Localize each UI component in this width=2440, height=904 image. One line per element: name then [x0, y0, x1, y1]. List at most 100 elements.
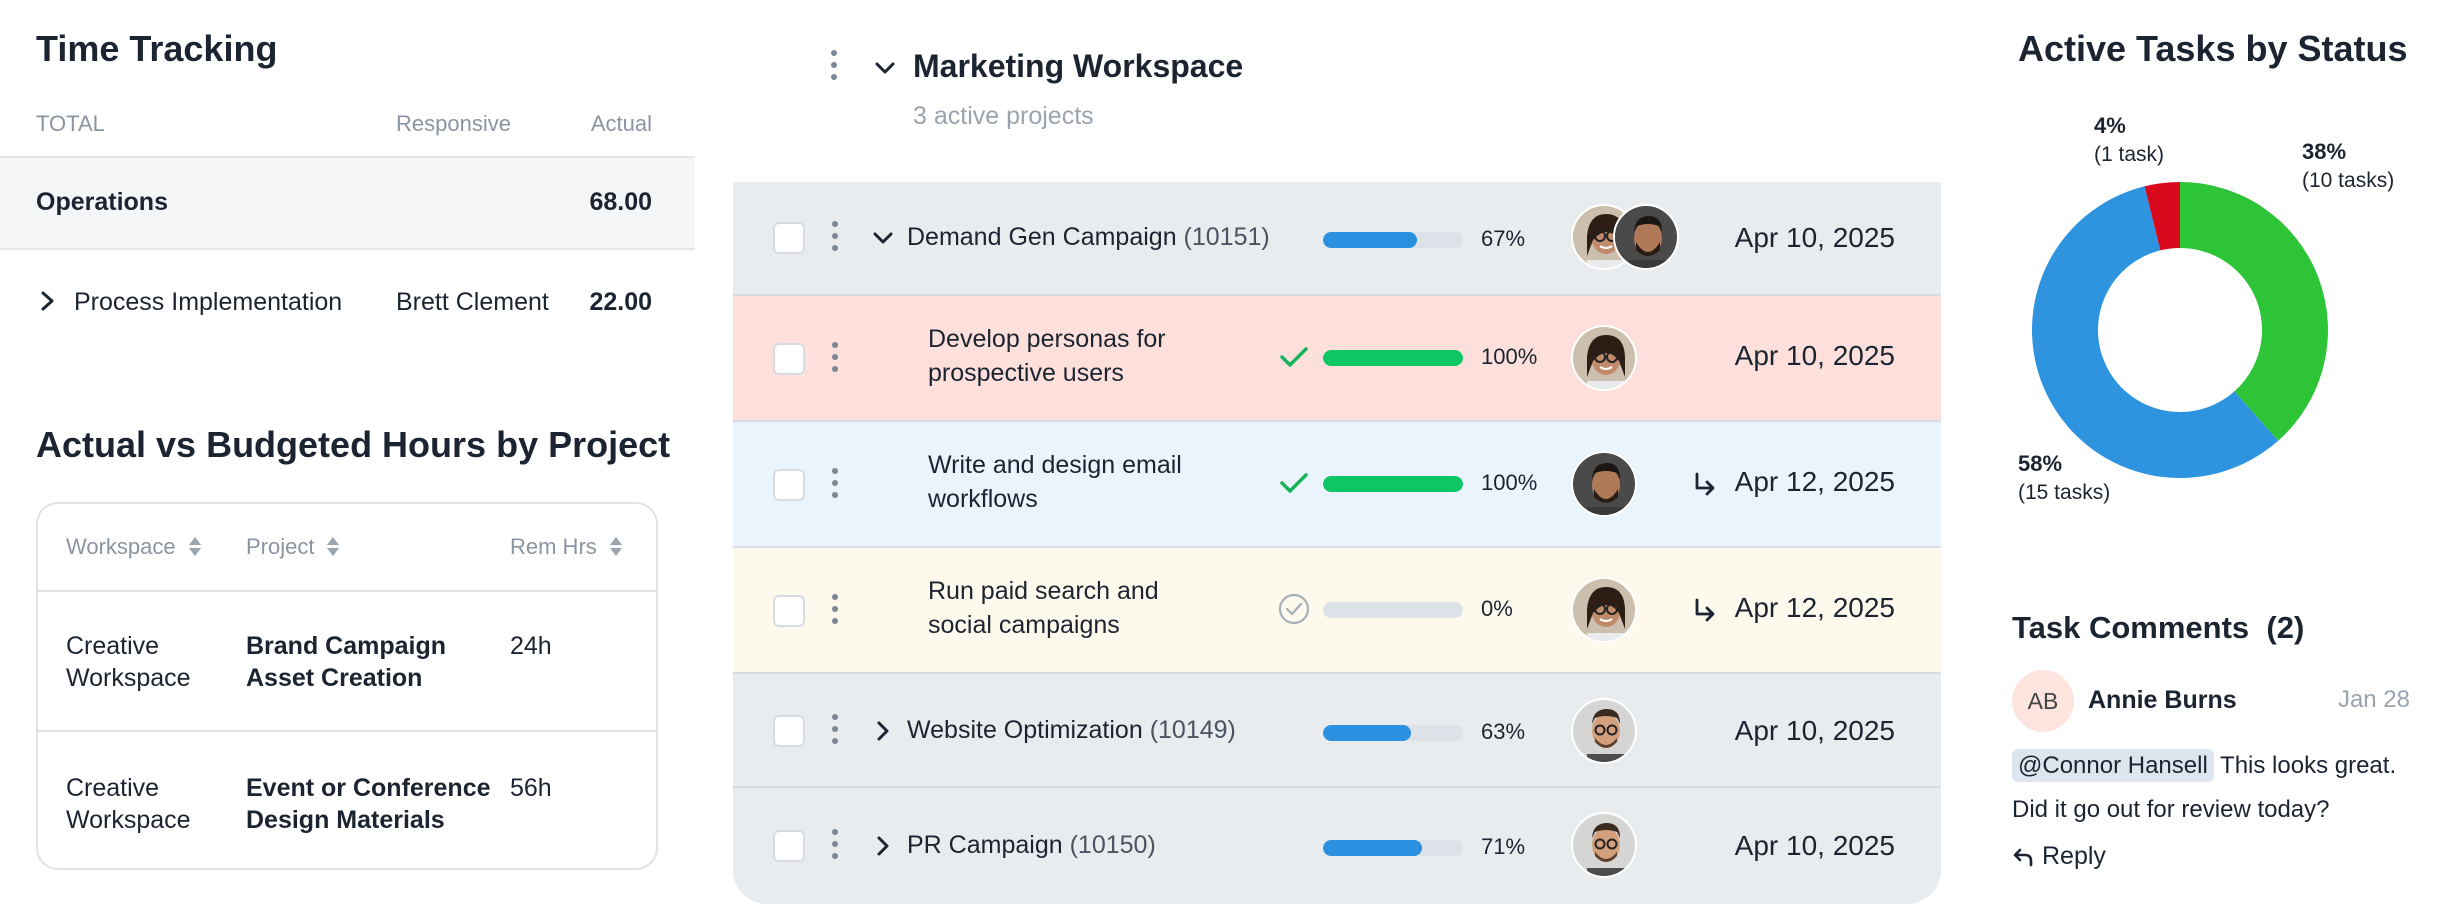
progress-bar [1323, 725, 1463, 741]
avatar[interactable] [1571, 577, 1637, 643]
row-checkbox[interactable] [773, 595, 805, 627]
sort-icon [188, 535, 202, 559]
workspace-panel: Marketing Workspace 3 active projects De… [733, 0, 1941, 904]
progress-bar [1323, 602, 1463, 618]
avatar[interactable] [1571, 812, 1637, 878]
row-more-icon[interactable] [832, 714, 838, 744]
reply-icon [2013, 848, 2033, 866]
chevron-right-icon[interactable] [36, 286, 60, 316]
col-actual-header: Actual [590, 111, 652, 136]
due-date: Apr 10, 2025 [1734, 222, 1895, 253]
avb-table: Workspace Project Rem Hrs Creative Worksp… [36, 502, 658, 870]
row-more-icon[interactable] [832, 221, 838, 251]
status-donut-chart: 4% (1 task) 38% (10 tasks) 58% (15 tasks) [1990, 110, 2440, 530]
sort-project-header[interactable]: Project [246, 534, 340, 560]
col-responsive-header: Responsive [396, 111, 511, 136]
row-more-icon[interactable] [832, 468, 838, 498]
workspace-subtitle: 3 active projects [913, 102, 1094, 130]
row-more-icon[interactable] [832, 829, 838, 859]
project-row-website-optimization[interactable]: Website Optimization (10149) 63% Apr 10,… [733, 674, 1941, 788]
project-name: PR Campaign (10150) [907, 831, 1156, 859]
check-icon [1280, 473, 1308, 493]
project-row-pr-campaign[interactable]: PR Campaign (10150) 71% Apr 10, 2025 [733, 788, 1941, 904]
workspace-title: Marketing Workspace [913, 48, 1244, 84]
avb-title: Actual vs Budgeted Hours by Project [36, 424, 671, 465]
comment-author: Annie Burns [2088, 686, 2237, 714]
progress-percent: 100% [1481, 470, 1538, 495]
row-more-icon[interactable] [832, 594, 838, 624]
task-row[interactable]: Run paid search and social campaigns 0% A… [733, 548, 1941, 674]
due-date: Apr 10, 2025 [1734, 715, 1895, 746]
label-green: 38% (10 tasks) [2302, 139, 2395, 192]
avatar[interactable] [1571, 325, 1637, 391]
due-date: Apr 10, 2025 [1734, 340, 1895, 371]
due-date: Apr 12, 2025 [1734, 466, 1895, 497]
label-blue: 58% (15 tasks) [2018, 451, 2111, 504]
rem-hrs-cell: 56h [510, 774, 552, 802]
donut-slice-green[interactable] [2180, 182, 2328, 441]
group-row-operations[interactable]: Operations 68.00 [0, 158, 695, 250]
avatar[interactable] [1571, 451, 1637, 517]
progress-bar [1323, 840, 1463, 856]
row-checkbox[interactable] [773, 830, 805, 862]
sort-icon [609, 535, 623, 559]
row-checkbox[interactable] [773, 343, 805, 375]
time-row-responsive: Brett Clement [396, 288, 549, 316]
donut-slice-red[interactable] [2144, 182, 2180, 251]
group-name: Operations [36, 188, 168, 216]
check-circle-icon[interactable] [1277, 592, 1311, 626]
progress-bar [1323, 476, 1463, 492]
progress-percent: 71% [1481, 834, 1526, 859]
sort-rem-hrs-header[interactable]: Rem Hrs [510, 534, 623, 560]
workspace-more-icon[interactable] [831, 50, 837, 80]
table-row[interactable]: Creative Workspace Brand Campaign Asset Cr… [38, 592, 656, 732]
group-actual: 68.00 [589, 188, 652, 216]
progress-bar [1323, 232, 1463, 248]
row-more-icon[interactable] [832, 342, 838, 372]
project-grid: Demand Gen Campaign (10151) 67% Apr 10, … [733, 182, 1941, 904]
avatar[interactable] [1571, 698, 1637, 764]
check-icon [1280, 347, 1308, 367]
project-name: Demand Gen Campaign (10151) [907, 223, 1270, 251]
task-name: Develop personas for prospective users [928, 325, 1166, 387]
workspace-cell: Creative Workspace [66, 774, 191, 834]
time-row[interactable]: Process Implementation Brett Clement 22.… [0, 250, 695, 360]
time-row-name: Process Implementation [74, 288, 343, 316]
table-row[interactable]: Creative Workspace Event or Conference Des… [38, 734, 656, 868]
row-checkbox[interactable] [773, 469, 805, 501]
time-tracking-title: Time Tracking [36, 28, 278, 69]
avatar[interactable]: AB [2012, 670, 2074, 732]
task-row[interactable]: Develop personas for prospective users 10… [733, 296, 1941, 422]
donut-slice-blue[interactable] [2032, 186, 2279, 479]
time-tracking-header: TOTAL Responsive Actual [0, 108, 695, 158]
due-date: Apr 10, 2025 [1734, 830, 1895, 861]
label-red: 4% (1 task) [2094, 113, 2165, 166]
workspace-cell: Creative Workspace [66, 632, 191, 692]
chevron-down-icon[interactable] [871, 226, 895, 250]
task-name: Write and design email workflows [928, 451, 1182, 513]
subtask-arrow-icon [1695, 598, 1715, 622]
row-checkbox[interactable] [773, 222, 805, 254]
comment-body: @Connor Hansell This looks great. Did it… [2012, 744, 2432, 832]
row-checkbox[interactable] [773, 715, 805, 747]
chevron-right-icon[interactable] [871, 719, 895, 743]
task-row[interactable]: Write and design email workflows 100% Apr… [733, 422, 1941, 548]
project-row-demand-gen[interactable]: Demand Gen Campaign (10151) 67% Apr 10, … [733, 182, 1941, 296]
progress-percent: 0% [1481, 596, 1513, 621]
donut-svg [2032, 182, 2328, 479]
project-cell: Brand Campaign Asset Creation [246, 632, 447, 692]
task-name: Run paid search and social campaigns [928, 577, 1159, 639]
avatar[interactable] [1613, 204, 1679, 270]
col-total-header: TOTAL [36, 111, 105, 136]
active-tasks-title: Active Tasks by Status [2018, 28, 2408, 69]
mention-tag[interactable]: @Connor Hansell [2012, 749, 2214, 782]
due-date: Apr 12, 2025 [1734, 592, 1895, 623]
rem-hrs-cell: 24h [510, 632, 552, 660]
comment-date: Jan 28 [2337, 686, 2410, 713]
chevron-right-icon[interactable] [871, 834, 895, 858]
chevron-down-icon[interactable] [873, 56, 897, 80]
task-comments-title: Task Comments (2) [2012, 610, 2305, 645]
sort-icon [326, 535, 340, 559]
sort-workspace-header[interactable]: Workspace [66, 534, 202, 560]
reply-button[interactable]: Reply [2012, 842, 2106, 871]
